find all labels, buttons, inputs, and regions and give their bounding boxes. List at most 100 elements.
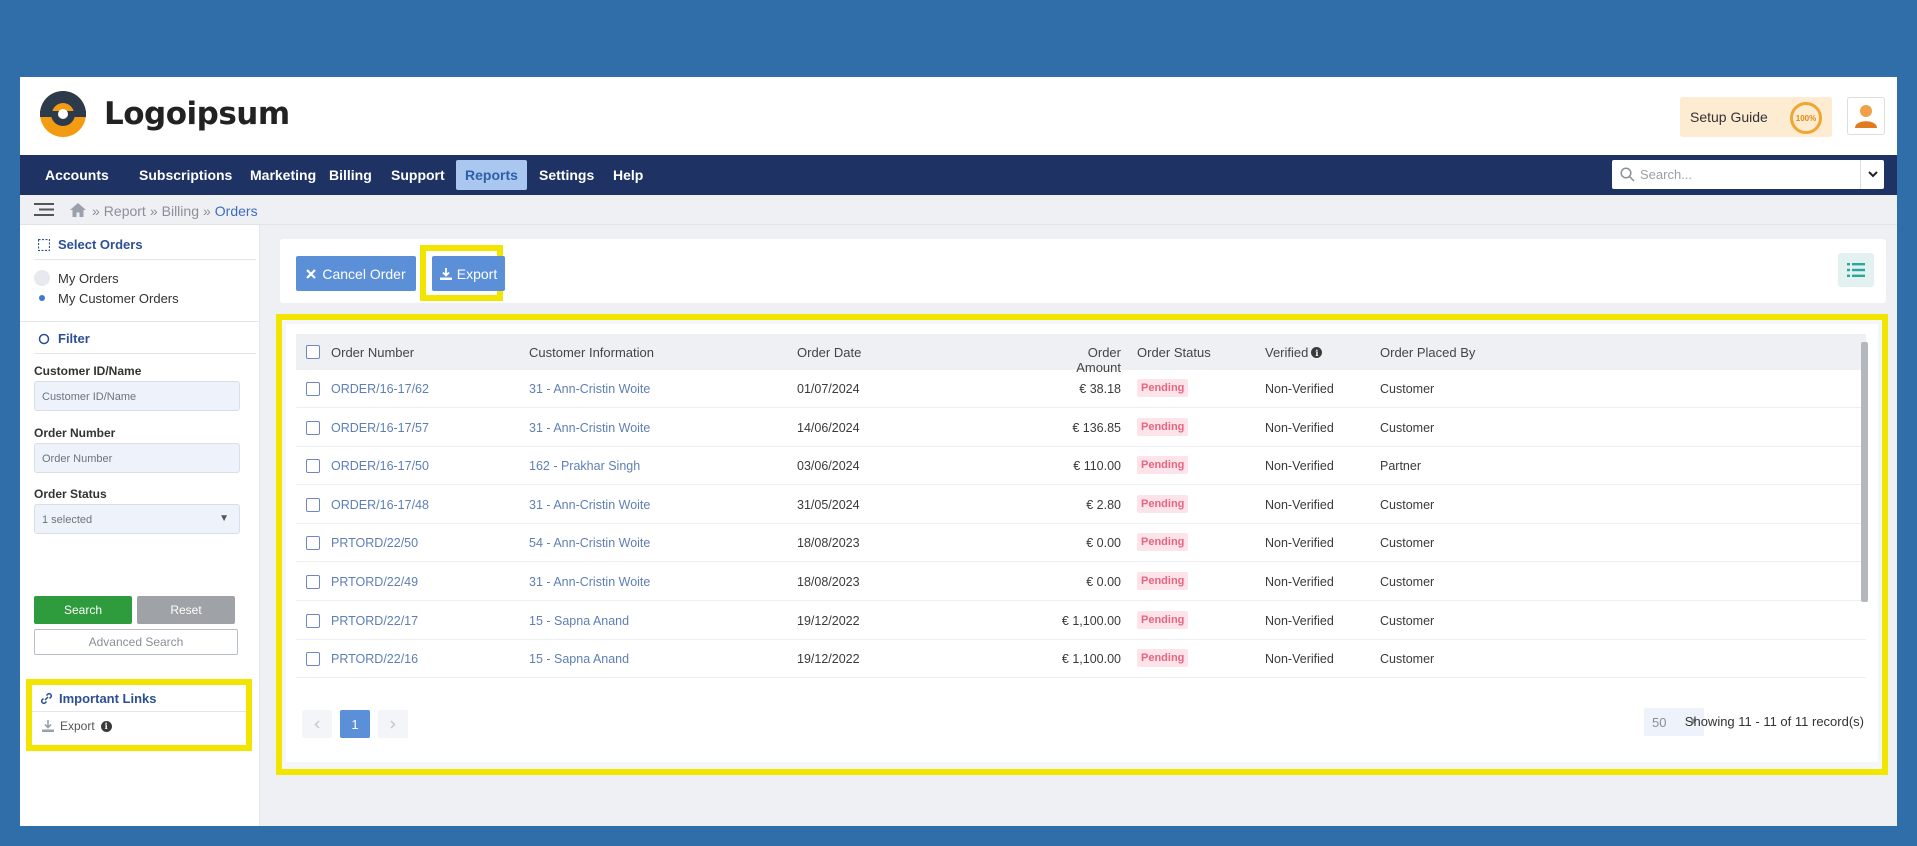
- order-number-link[interactable]: PRTORD/22/17: [331, 613, 419, 628]
- advanced-search-button[interactable]: Advanced Search: [34, 629, 238, 655]
- customer-id-input[interactable]: Customer ID/Name: [34, 381, 240, 411]
- select-all-checkbox[interactable]: [306, 345, 320, 359]
- divider: [34, 353, 256, 354]
- row-checkbox[interactable]: [306, 536, 320, 551]
- order-number-link[interactable]: PRTORD/22/50: [331, 536, 419, 551]
- order-placed-by: Customer: [1380, 382, 1435, 396]
- table-row[interactable]: ORDER/16-17/62 31 - Ann-Cristin Woite 01/0…: [296, 370, 1866, 408]
- header-order-amount[interactable]: Order Amount: [1076, 345, 1121, 375]
- important-link-export[interactable]: Export i: [42, 719, 112, 733]
- row-checkbox[interactable]: [306, 382, 320, 396]
- order-status-select[interactable]: 1 selected ▼: [34, 504, 240, 534]
- table-row[interactable]: PRTORD/22/17 15 - Sapna Anand 19/12/2022 € …: [296, 602, 1866, 640]
- table-row[interactable]: ORDER/16-17/50 162 - Prakhar Singh 03/06/2…: [296, 447, 1866, 486]
- filter-label: Filter: [58, 331, 90, 346]
- order-number-link[interactable]: PRTORD/22/16: [331, 652, 419, 667]
- next-page-button[interactable]: [378, 710, 408, 738]
- nav-support[interactable]: Support: [391, 167, 445, 183]
- cancel-order-label: Cancel Order: [322, 265, 406, 282]
- customer-link[interactable]: 31 - Ann-Cristin Woite: [529, 575, 651, 589]
- customer-link[interactable]: 162 - Prakhar Singh: [529, 459, 641, 474]
- info-icon[interactable]: i: [100, 720, 112, 732]
- order-number-link[interactable]: ORDER/16-17/62: [331, 382, 429, 396]
- order-number-input[interactable]: Order Number: [34, 443, 240, 473]
- radio-circle-selected[interactable]: [34, 290, 50, 306]
- list-icon: [1847, 263, 1865, 277]
- row-checkbox[interactable]: [306, 652, 320, 667]
- nav-settings[interactable]: Settings: [539, 167, 595, 183]
- info-icon[interactable]: i: [1311, 347, 1323, 358]
- home-icon[interactable]: [70, 203, 86, 222]
- order-amount: € 136.85: [1072, 420, 1121, 435]
- header-customer-information[interactable]: Customer Information: [529, 345, 654, 360]
- row-checkbox[interactable]: [306, 497, 320, 512]
- header-verified[interactable]: Verified i: [1265, 345, 1323, 360]
- header-order-date[interactable]: Order Date: [797, 345, 862, 360]
- order-date: 19/12/2022: [797, 652, 860, 667]
- setup-guide-button[interactable]: Setup Guide 100%: [1680, 97, 1832, 137]
- customer-link[interactable]: 54 - Ann-Cristin Woite: [529, 536, 651, 551]
- per-page-select[interactable]: 50 ▼: [1644, 708, 1704, 736]
- verified-status: Non-Verified: [1265, 497, 1334, 512]
- filter-icon: [38, 333, 50, 344]
- customer-link[interactable]: 31 - Ann-Cristin Woite: [529, 420, 651, 435]
- table-row[interactable]: ORDER/16-17/57 31 - Ann-Cristin Woite 14/0…: [296, 409, 1866, 447]
- header-order-status[interactable]: Order Status: [1137, 345, 1211, 360]
- scrollbar-thumb[interactable]: [1861, 342, 1868, 602]
- breadcrumb-report[interactable]: Report: [103, 203, 146, 219]
- per-page-value: 50: [1652, 715, 1667, 730]
- table-row[interactable]: PRTORD/22/50 54 - Ann-Cristin Woite 18/08/…: [296, 524, 1866, 563]
- radio-my-orders[interactable]: My Orders: [34, 270, 119, 286]
- cancel-order-button[interactable]: Cancel Order: [296, 256, 416, 291]
- header-order-placed-by[interactable]: Order Placed By: [1380, 345, 1476, 360]
- breadcrumb-separator: »: [149, 203, 158, 219]
- customer-link[interactable]: 31 - Ann-Cristin Woite: [529, 497, 651, 512]
- export-highlight: Export: [420, 245, 505, 301]
- customer-link[interactable]: 15 - Sapna Anand: [529, 652, 630, 667]
- nav-marketing[interactable]: Marketing: [250, 167, 317, 183]
- nav-help[interactable]: Help: [613, 167, 644, 183]
- export-button[interactable]: Export: [432, 256, 505, 291]
- record-summary: Showing 11 - 11 of 11 record(s): [1684, 714, 1864, 729]
- customer-link[interactable]: 15 - Sapna Anand: [529, 613, 630, 628]
- reset-button[interactable]: Reset: [137, 596, 235, 624]
- breadcrumb-billing[interactable]: Billing: [161, 203, 199, 219]
- status-badge: Pending: [1137, 417, 1189, 436]
- search-button[interactable]: Search: [34, 596, 132, 624]
- order-number-link[interactable]: ORDER/16-17/57: [331, 420, 429, 435]
- table-scrollbar[interactable]: [1861, 334, 1868, 684]
- table-row[interactable]: PRTORD/22/16 15 - Sapna Anand 19/12/2022 € …: [296, 640, 1866, 679]
- page-button-current[interactable]: 1: [340, 710, 370, 738]
- header-order-number[interactable]: Order Number: [331, 345, 415, 360]
- order-number-link[interactable]: ORDER/16-17/48: [331, 497, 429, 512]
- global-search-input[interactable]: Search...: [1612, 160, 1884, 189]
- table-row[interactable]: ORDER/16-17/48 31 - Ann-Cristin Woite 31/0…: [296, 486, 1866, 524]
- radio-my-customer-orders[interactable]: My Customer Orders: [34, 290, 179, 306]
- orders-table: Order Number Customer Information Order …: [286, 324, 1878, 762]
- search-dropdown-button[interactable]: [1860, 160, 1884, 189]
- table-row[interactable]: PRTORD/22/49 31 - Ann-Cristin Woite 18/08/…: [296, 563, 1866, 601]
- row-checkbox[interactable]: [306, 613, 320, 628]
- sidebar: Select Orders My Orders My Customer Orde…: [20, 225, 260, 826]
- row-checkbox[interactable]: [306, 459, 320, 474]
- row-checkbox[interactable]: [306, 575, 320, 589]
- chevron-down-icon: [1867, 171, 1878, 178]
- breadcrumb-separator: »: [202, 203, 211, 219]
- customer-link[interactable]: 31 - Ann-Cristin Woite: [529, 382, 651, 396]
- radio-circle[interactable]: [34, 270, 50, 286]
- prev-page-button[interactable]: [302, 710, 332, 738]
- nav-accounts[interactable]: Accounts: [45, 167, 109, 183]
- column-list-button[interactable]: [1838, 253, 1874, 287]
- brand-logo[interactable]: Logoipsum: [34, 89, 290, 139]
- nav-subscriptions[interactable]: Subscriptions: [139, 167, 233, 183]
- status-badge: Pending: [1137, 533, 1189, 552]
- order-number-link[interactable]: ORDER/16-17/50: [331, 459, 429, 474]
- divider: [32, 711, 246, 712]
- order-number-link[interactable]: PRTORD/22/49: [331, 575, 419, 589]
- main-nav: Accounts Subscriptions Marketing Billing…: [20, 155, 1897, 195]
- menu-toggle-icon[interactable]: [34, 202, 54, 222]
- nav-billing[interactable]: Billing: [329, 167, 372, 183]
- avatar[interactable]: [1847, 97, 1885, 135]
- row-checkbox[interactable]: [306, 420, 320, 435]
- nav-reports[interactable]: Reports: [456, 160, 527, 190]
